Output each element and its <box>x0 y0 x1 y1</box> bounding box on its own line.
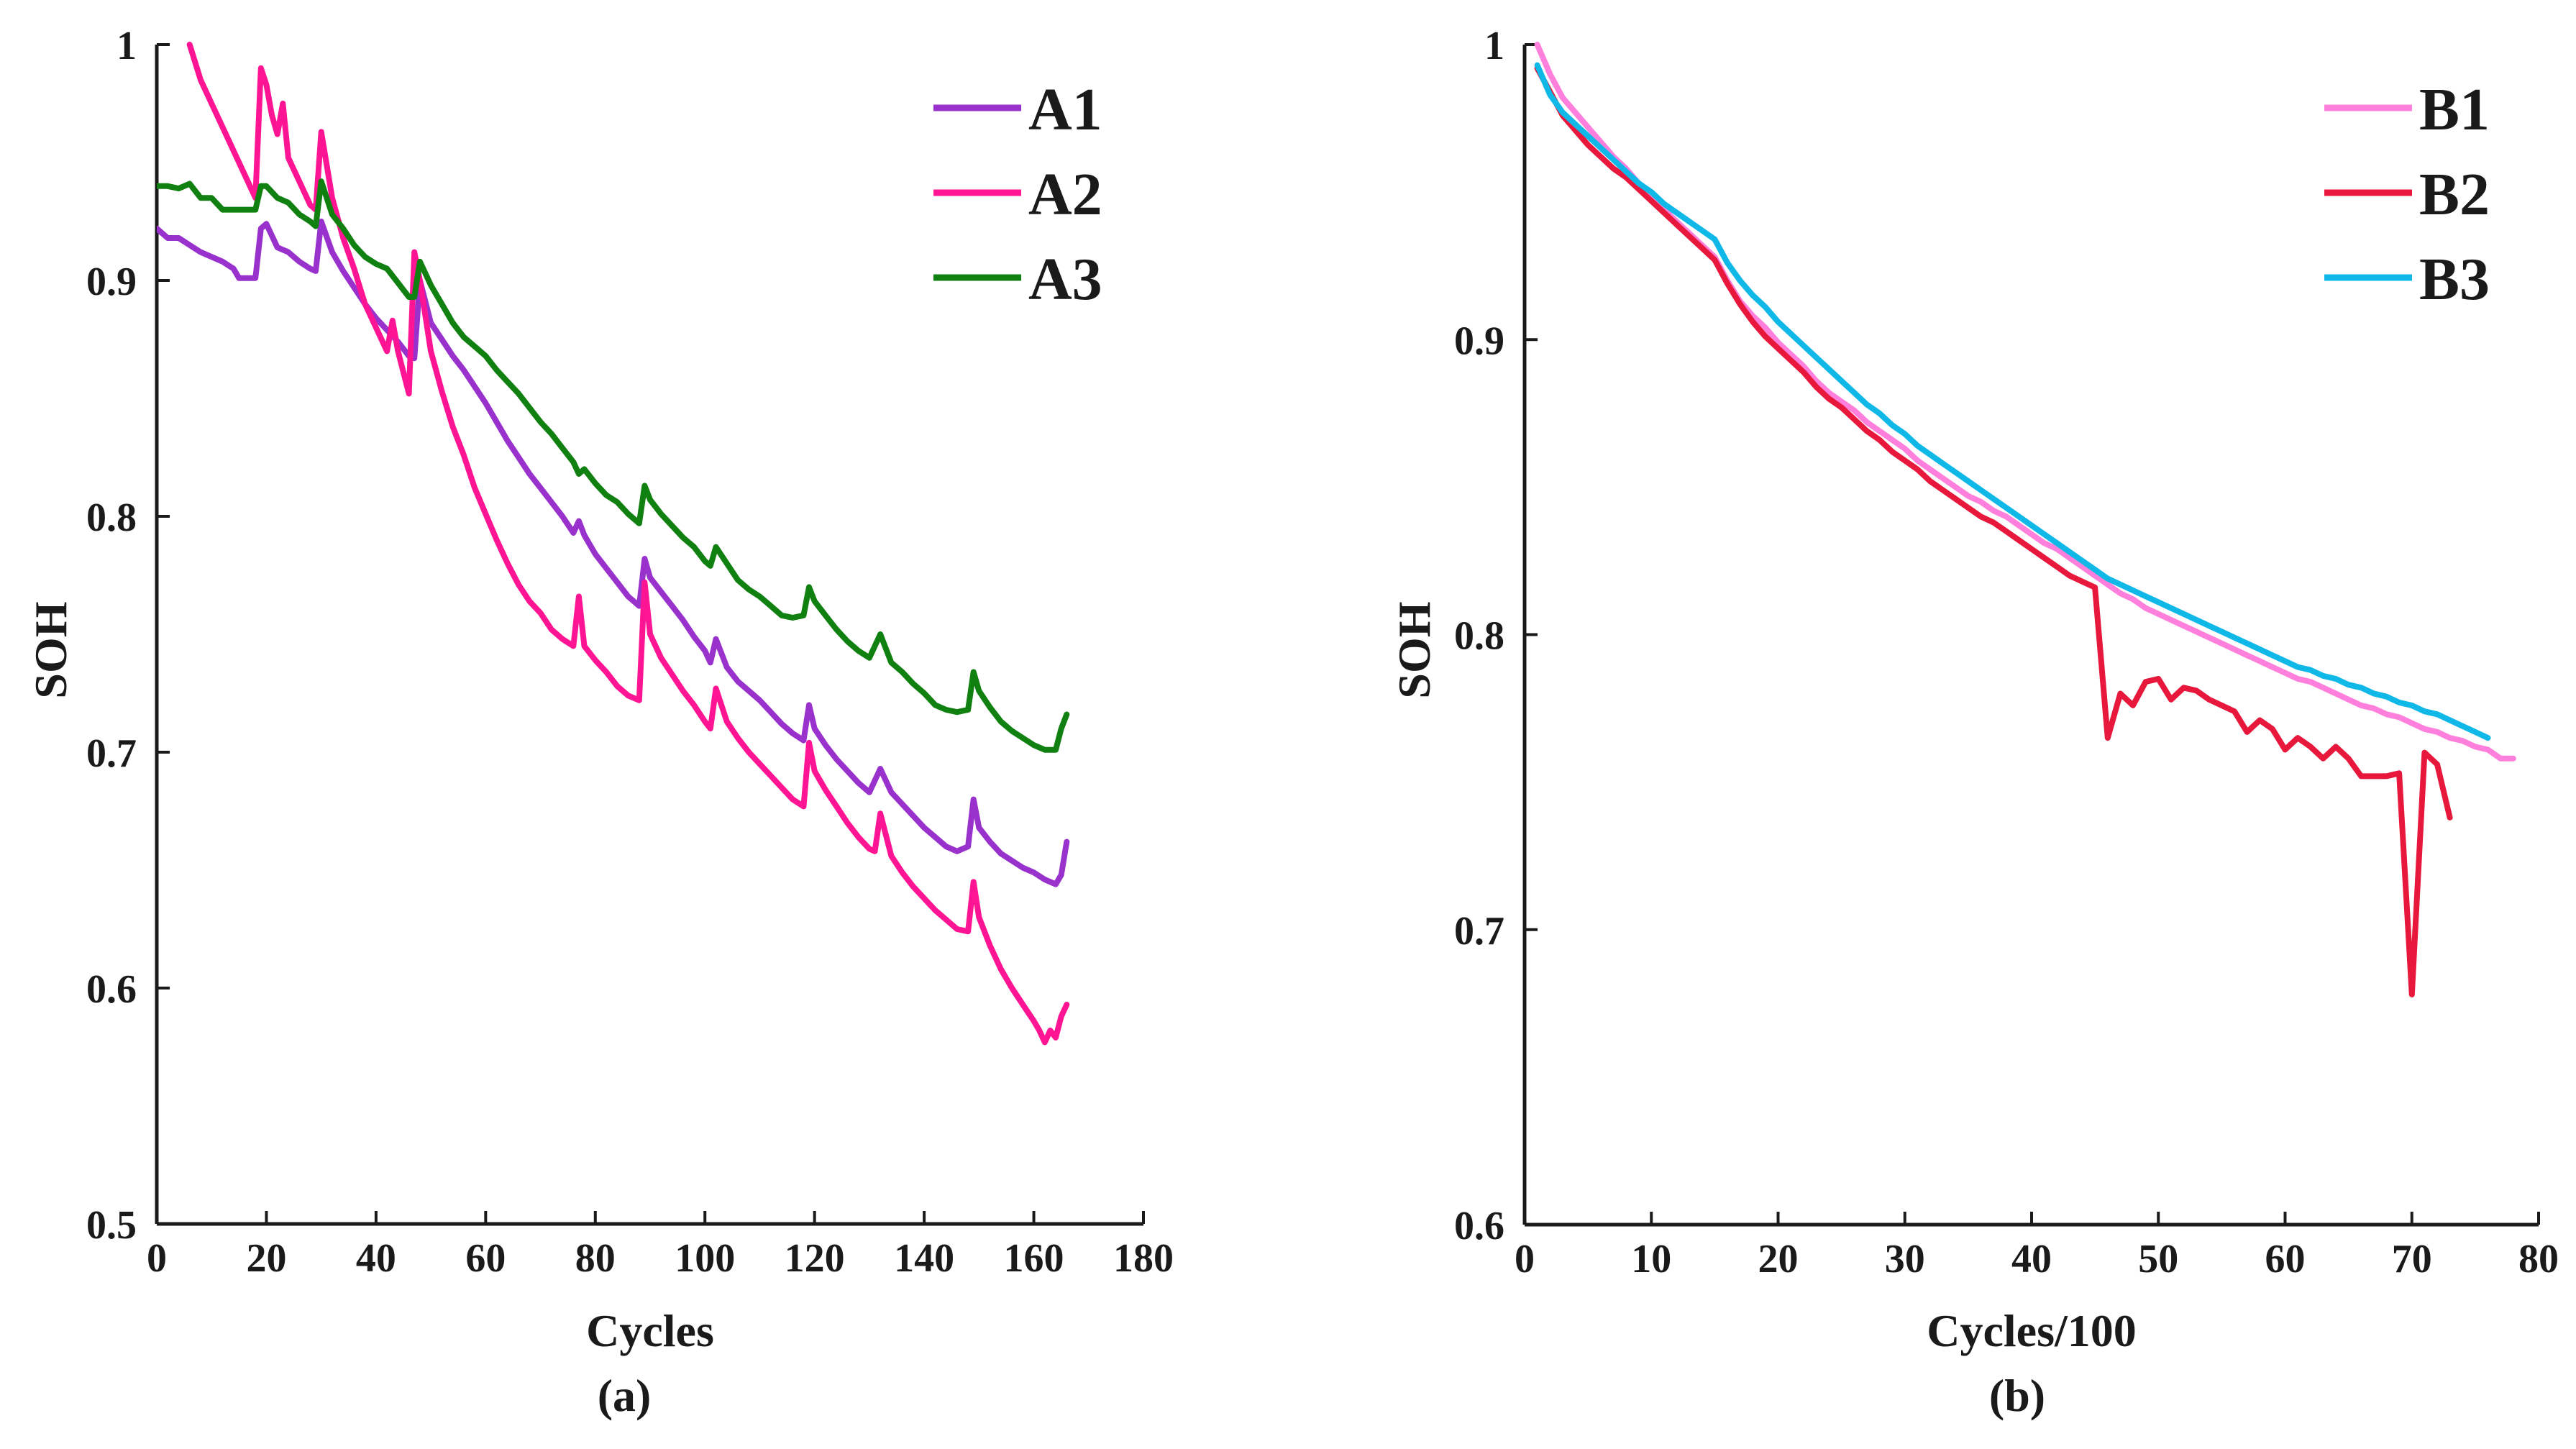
x-tick-label-a: 140 <box>894 1236 954 1281</box>
panel-label-b: (b) <box>1989 1370 2045 1421</box>
y-tick-label-b: 0.8 <box>1454 614 1504 659</box>
x-tick-label-b: 40 <box>2011 1237 2052 1281</box>
legend-label-b2: B2 <box>2419 161 2490 228</box>
legend-label-a1: A1 <box>1028 76 1102 143</box>
x-tick-label-b: 30 <box>1885 1237 1925 1281</box>
x-tick-label-b: 20 <box>1758 1237 1799 1281</box>
series-line-b2 <box>1534 65 2453 997</box>
y-tick-label-a: 0.5 <box>86 1203 137 1248</box>
legend-label-a3: A3 <box>1028 246 1102 313</box>
series-line-a2 <box>186 42 1070 1046</box>
x-tick-label-a: 180 <box>1113 1236 1174 1281</box>
panel-label-a: (a) <box>598 1370 652 1421</box>
x-tick-label-b: 60 <box>2265 1237 2306 1281</box>
x-tick-label-a: 120 <box>785 1236 845 1281</box>
y-tick-label-a: 1 <box>117 24 137 68</box>
x-tick-label-a: 100 <box>675 1236 735 1281</box>
legend-label-b3: B3 <box>2419 246 2490 313</box>
y-tick-label-a: 0.6 <box>86 967 137 1012</box>
x-tick-label-b: 0 <box>1515 1237 1535 1281</box>
x-tick-label-a: 0 <box>147 1236 167 1281</box>
x-tick-label-a: 40 <box>356 1236 396 1281</box>
y-tick-label-b: 0.9 <box>1454 319 1504 363</box>
series-line-b3 <box>1534 62 2491 741</box>
y-axis-label-b: SOH <box>1389 601 1440 698</box>
series-line-a1 <box>157 219 1070 887</box>
legend-label-b1: B1 <box>2419 76 2490 143</box>
x-axis-label-a: Cycles <box>586 1305 714 1356</box>
x-tick-label-b: 80 <box>2518 1237 2559 1281</box>
legend-label-a2: A2 <box>1028 161 1102 228</box>
y-tick-label-a: 0.8 <box>86 495 137 540</box>
x-tick-label-b: 70 <box>2392 1237 2432 1281</box>
y-tick-label-a: 0.9 <box>86 260 137 304</box>
y-tick-label-b: 0.7 <box>1454 909 1504 954</box>
x-tick-label-a: 20 <box>246 1236 286 1281</box>
x-tick-label-b: 50 <box>2138 1237 2178 1281</box>
y-axis-label-a: SOH <box>25 601 76 698</box>
x-axis-label-b: Cycles/100 <box>1927 1305 2137 1356</box>
chart-panel-a: 0 20 40 60 80 100 120 140 160 180 0.5 0.6 0.7 0.8 0.9 1… <box>25 24 1174 1421</box>
y-tick-label-a: 0.7 <box>86 731 137 776</box>
x-tick-label-a: 60 <box>465 1236 506 1281</box>
x-tick-label-a: 80 <box>575 1236 616 1281</box>
y-tick-label-b: 0.6 <box>1454 1204 1504 1248</box>
chart-panel-b: 0 10 20 30 40 50 60 70 80 0.6 0.7 0.8 0.9 1 Cycles/100… <box>1389 24 2559 1421</box>
series-line-a3 <box>157 178 1070 753</box>
x-tick-label-b: 10 <box>1631 1237 1671 1281</box>
y-tick-label-b: 1 <box>1484 24 1504 68</box>
x-tick-label-a: 160 <box>1004 1236 1064 1281</box>
